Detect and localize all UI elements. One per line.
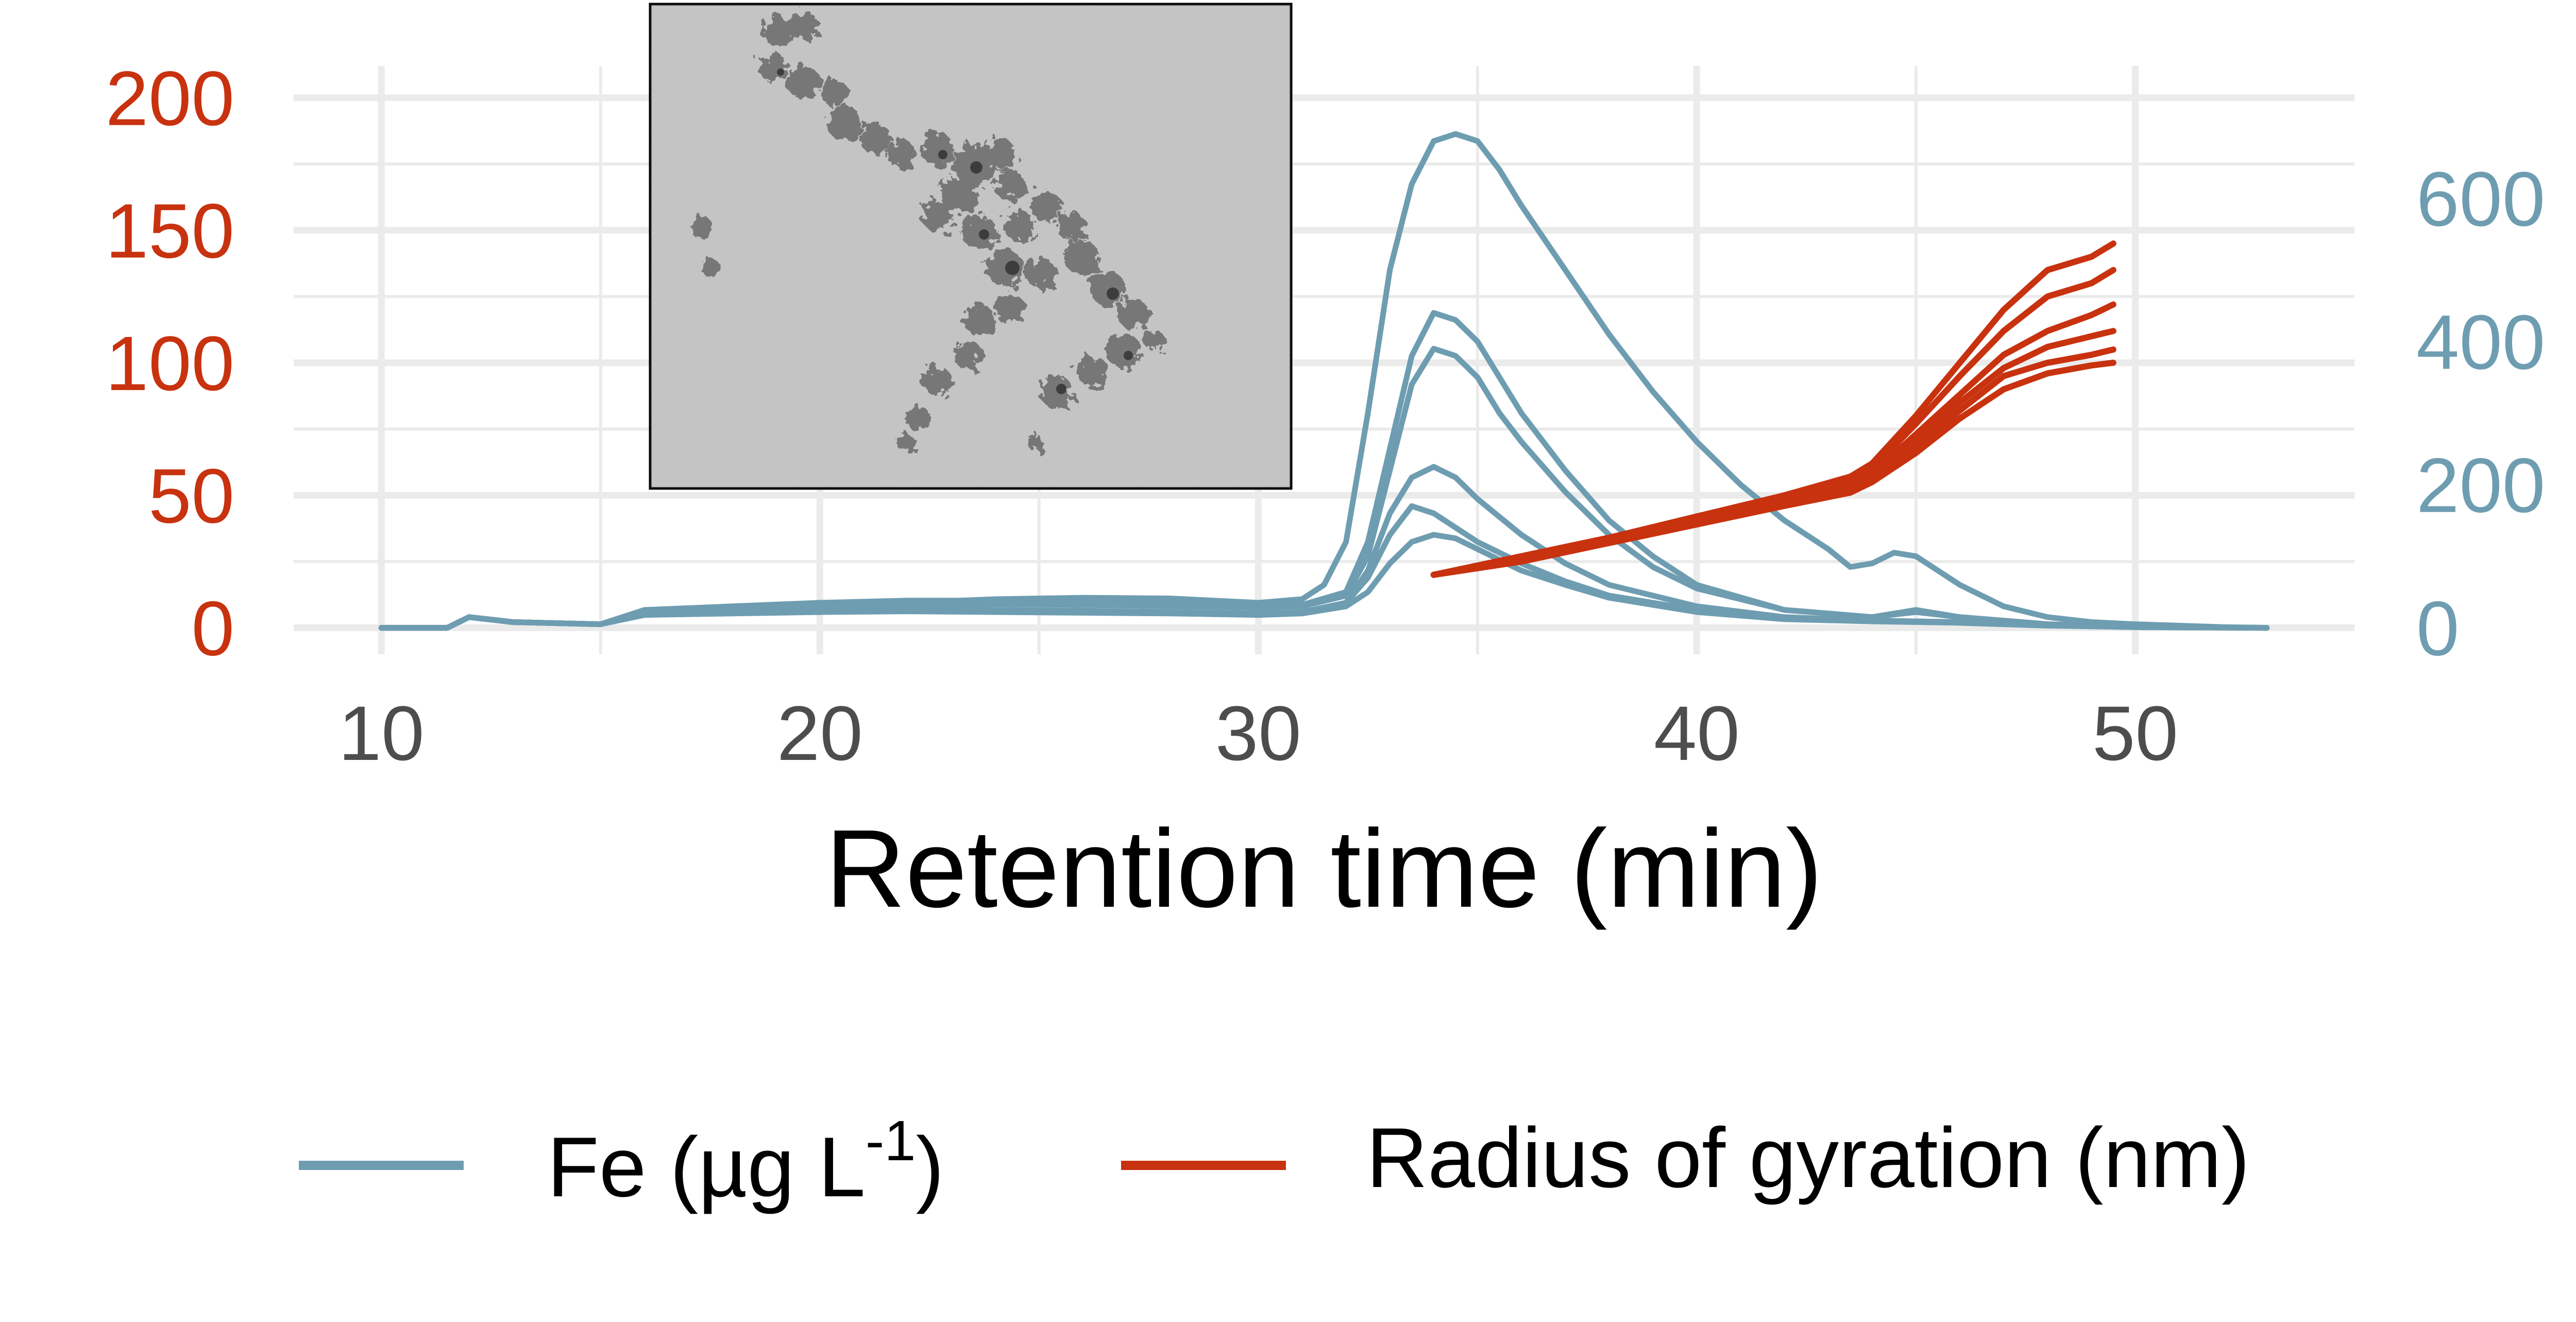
y-left-tick-label: 50 xyxy=(148,452,234,539)
legend-fe-label-suffix: ) xyxy=(916,1120,944,1214)
y-right-tick-label: 400 xyxy=(2416,299,2545,385)
fe-series-line-6 xyxy=(378,532,2270,631)
x-tick-label: 40 xyxy=(1654,690,1740,776)
x-axis-title: Retention time (min) xyxy=(825,806,1823,930)
y-left-tick-label: 0 xyxy=(192,585,234,672)
rg-series-line-3 xyxy=(1430,301,2116,578)
grid-lines xyxy=(294,66,2354,654)
legend: Fe (µg L-1) Radius of gyration (nm) xyxy=(299,1109,2250,1214)
legend-fe-label-main: Fe (µg L xyxy=(547,1120,866,1214)
y-left-tick-label: 100 xyxy=(106,320,234,406)
x-tick-label: 50 xyxy=(2092,690,2178,776)
fe-series-line-3 xyxy=(378,346,2270,631)
y-right-tick-label: 200 xyxy=(2416,442,2545,529)
rg-series-line-4 xyxy=(1430,328,2116,578)
left-axis-ticks: 0 50 100 150 200 xyxy=(106,55,234,672)
rg-series-line-2 xyxy=(1430,267,2116,578)
rg-series-line-1 xyxy=(1430,240,2116,578)
rg-series-line-6 xyxy=(1430,360,2116,578)
rg-lines xyxy=(1430,240,2116,578)
legend-rg-label: Radius of gyration (nm) xyxy=(1366,1110,2250,1205)
x-tick-label: 30 xyxy=(1215,690,1301,776)
y-right-tick-label: 600 xyxy=(2416,156,2545,242)
y-left-tick-label: 150 xyxy=(106,188,234,274)
x-tick-label: 10 xyxy=(338,690,425,776)
inset-micrograph xyxy=(649,3,1293,490)
fe-lines xyxy=(378,131,2270,631)
y-right-tick-label: 0 xyxy=(2416,585,2459,672)
y-left-tick-label: 200 xyxy=(106,55,234,142)
legend-fe-label-sup: -1 xyxy=(866,1109,916,1173)
particle-aggregates xyxy=(689,11,1164,452)
x-tick-label: 20 xyxy=(777,690,863,776)
right-axis-ticks: 0 200 400 600 xyxy=(2416,156,2545,672)
bottom-axis-ticks: 10 20 30 40 50 xyxy=(338,690,2178,776)
particle-cores xyxy=(777,69,1133,394)
legend-fe-label: Fe (µg L-1) xyxy=(547,1109,944,1214)
